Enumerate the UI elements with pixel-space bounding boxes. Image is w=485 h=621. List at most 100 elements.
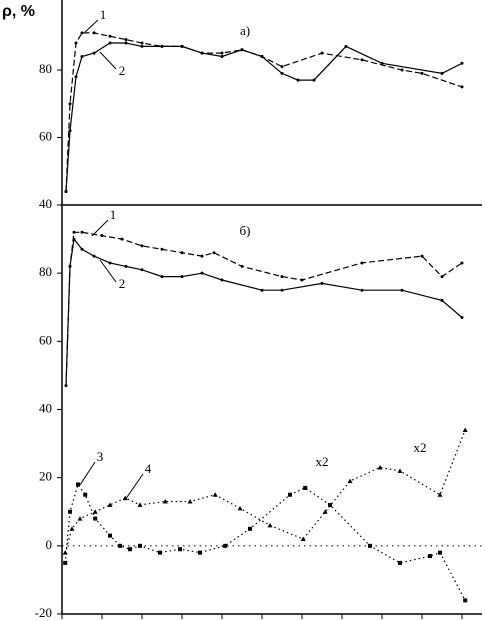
marker <box>120 237 124 241</box>
marker <box>428 554 432 559</box>
marker <box>80 247 84 251</box>
marker <box>380 61 384 65</box>
marker <box>220 51 224 55</box>
marker <box>140 41 144 45</box>
series-line <box>64 483 466 601</box>
marker <box>80 31 84 35</box>
marker <box>440 275 444 279</box>
marker <box>160 44 164 48</box>
series-line <box>65 42 463 192</box>
marker <box>140 244 144 248</box>
marker <box>344 44 348 48</box>
marker <box>368 543 372 548</box>
marker <box>107 502 113 507</box>
marker <box>162 499 168 504</box>
y-tick-label: 20 <box>39 469 52 484</box>
annotation: 3 <box>97 449 104 464</box>
marker <box>420 71 424 75</box>
marker <box>400 288 404 292</box>
y-tick-label: 80 <box>39 61 52 76</box>
marker <box>64 190 68 193</box>
marker <box>300 278 304 282</box>
marker <box>108 261 112 265</box>
marker <box>160 247 164 251</box>
marker <box>237 505 243 511</box>
annotation: б) <box>240 223 251 238</box>
marker <box>320 281 324 285</box>
marker <box>63 560 68 565</box>
marker <box>220 55 224 58</box>
marker <box>240 48 244 52</box>
marker <box>220 278 224 282</box>
marker <box>398 560 402 565</box>
marker <box>68 509 72 514</box>
annotation: 1 <box>110 207 117 222</box>
leader-line <box>79 461 96 486</box>
y-tick-label: 80 <box>39 264 52 279</box>
marker <box>180 44 184 48</box>
marker <box>260 288 264 292</box>
marker <box>108 41 112 45</box>
series-line <box>65 32 463 192</box>
marker <box>69 526 75 531</box>
annotation: 2 <box>119 276 126 291</box>
leader-line <box>99 51 117 70</box>
marker <box>328 502 332 507</box>
y-tick-label: 40 <box>39 196 52 211</box>
marker <box>212 492 218 497</box>
marker <box>248 526 252 531</box>
marker <box>77 516 83 521</box>
leader-line <box>124 473 144 501</box>
series-line <box>64 429 466 553</box>
marker <box>178 547 182 552</box>
marker <box>460 85 464 89</box>
marker <box>437 492 443 497</box>
marker <box>267 522 273 528</box>
marker <box>377 464 383 470</box>
marker <box>296 78 300 82</box>
series-line <box>65 231 463 386</box>
marker <box>72 230 76 234</box>
marker <box>74 41 78 45</box>
marker <box>93 516 98 521</box>
marker <box>360 58 364 62</box>
marker <box>180 251 184 255</box>
y-tick-label: -20 <box>35 605 52 620</box>
marker <box>280 288 284 292</box>
marker <box>463 598 468 603</box>
marker <box>80 55 84 58</box>
marker <box>438 550 442 555</box>
marker <box>83 492 88 497</box>
marker <box>68 129 72 133</box>
marker <box>312 78 316 82</box>
marker <box>124 264 128 268</box>
marker <box>200 271 204 275</box>
marker <box>108 34 112 38</box>
marker <box>360 288 364 292</box>
marker <box>280 65 284 69</box>
marker <box>360 261 364 265</box>
marker <box>320 51 324 55</box>
marker <box>187 499 193 504</box>
marker <box>223 543 228 548</box>
annotation: а) <box>240 23 250 38</box>
annotation: 4 <box>145 461 152 476</box>
marker <box>62 550 68 555</box>
annotation: 2 <box>119 63 126 78</box>
marker <box>68 102 72 106</box>
marker <box>300 536 306 542</box>
marker <box>138 543 142 548</box>
marker <box>200 254 204 258</box>
marker <box>280 71 284 75</box>
marker <box>122 495 128 501</box>
marker <box>118 543 122 548</box>
marker <box>92 509 98 514</box>
marker <box>128 547 132 552</box>
marker <box>397 468 403 473</box>
marker <box>440 71 444 75</box>
marker <box>160 275 164 279</box>
marker <box>124 38 128 42</box>
marker <box>74 75 78 79</box>
marker <box>460 61 464 65</box>
